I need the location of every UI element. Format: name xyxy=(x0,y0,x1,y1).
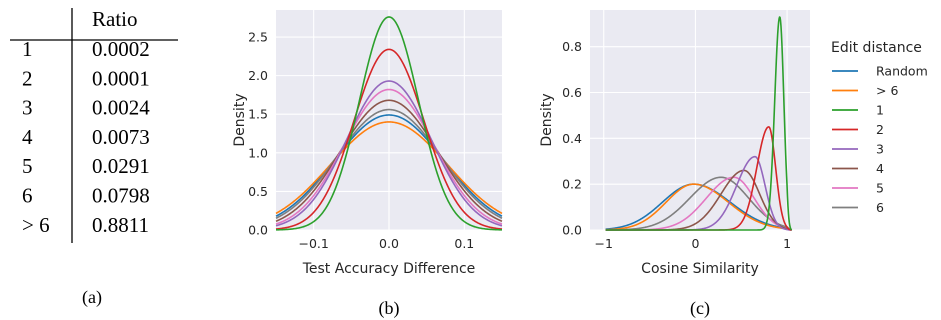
chart-b-kde-line xyxy=(275,114,503,217)
chart-c-kde-line xyxy=(605,176,792,231)
chart-b: −0.1 0.0 0.1 0.0 0.5 1.0 1.5 2.0 2.5 Test Accura… xyxy=(232,10,503,319)
chart-b-ytick-label: 1.0 xyxy=(248,145,268,160)
chart-b-xtick-label: 0.0 xyxy=(379,236,399,251)
legend-label: 1 xyxy=(876,103,884,118)
chart-b-kde-line xyxy=(275,48,503,230)
chart-c-ytick-label: 0.0 xyxy=(562,223,582,238)
chart-b-xtick-label: −0.1 xyxy=(298,236,328,251)
chart-c: −1 0 1 0.0 0.2 0.4 0.6 0.8 Cosine Similarity De… xyxy=(539,10,928,319)
table-row-label: 3 xyxy=(22,96,33,120)
table-row-label: 2 xyxy=(22,66,33,90)
table-row-value: 0.0002 xyxy=(92,37,150,61)
legend-label: 4 xyxy=(876,161,884,176)
chart-b-xlabel: Test Accuracy Difference xyxy=(302,261,476,277)
chart-c-ytick-label: 0.6 xyxy=(562,85,582,100)
chart-b-kde-line xyxy=(275,80,503,227)
chart-b-kde-line xyxy=(275,99,503,222)
chart-b-xtick-label: 0.1 xyxy=(454,236,474,251)
chart-b-kde-line xyxy=(275,108,503,219)
chart-b-ytick-label: 2.0 xyxy=(248,68,268,83)
chart-c-ytick-label: 0.4 xyxy=(562,131,582,146)
chart-b-ytick-label: 0.0 xyxy=(248,223,268,238)
table-header-ratio: Ratio xyxy=(92,7,138,31)
table-row-label: 1 xyxy=(22,37,33,61)
chart-b-ylabel: Density xyxy=(232,93,248,146)
ratio-table: Ratio 1 0.0002 2 0.0001 3 0.0024 4 0.0073 5 0.029… xyxy=(10,7,178,308)
table-row-label: 6 xyxy=(22,184,33,208)
legend: Edit distance Random > 6 1 2 3 4 5 6 xyxy=(831,40,928,215)
chart-c-kde-line xyxy=(605,16,793,231)
legend-label: 3 xyxy=(876,142,884,157)
legend-label: 5 xyxy=(876,181,884,196)
chart-b-kde-line xyxy=(275,121,503,215)
chart-b-ytick-label: 2.5 xyxy=(248,30,268,45)
legend-label: Random xyxy=(876,64,928,79)
chart-c-kde-line xyxy=(605,183,792,231)
table-row-value: 0.0291 xyxy=(92,154,150,178)
legend-label: > 6 xyxy=(876,83,898,98)
legend-label: 2 xyxy=(876,122,884,137)
chart-c-ytick-label: 0.8 xyxy=(562,39,582,54)
caption-c: (c) xyxy=(690,298,710,319)
chart-b-ytick-label: 0.5 xyxy=(248,184,268,199)
chart-b-ytick-label: 1.5 xyxy=(248,107,268,122)
caption-b: (b) xyxy=(379,298,400,319)
legend-title: Edit distance xyxy=(831,40,922,56)
table-row-value: 0.8811 xyxy=(92,213,149,237)
table-row-label: 5 xyxy=(22,154,33,178)
table-row-value: 0.0001 xyxy=(92,66,150,90)
table-row-label: 4 xyxy=(22,125,33,149)
chart-c-xtick-label: 1 xyxy=(783,236,791,251)
chart-c-xtick-label: 0 xyxy=(691,236,699,251)
caption-a: (a) xyxy=(82,287,102,308)
table-row-value: 0.0798 xyxy=(92,184,150,208)
table-row-value: 0.0024 xyxy=(92,96,150,120)
chart-c-ytick-label: 0.2 xyxy=(562,177,582,192)
chart-c-ylabel: Density xyxy=(539,93,555,146)
chart-b-kde-line xyxy=(275,16,503,231)
chart-b-kde-line xyxy=(275,88,503,225)
chart-c-xtick-label: −1 xyxy=(595,236,613,251)
table-row-value: 0.0073 xyxy=(92,125,150,149)
chart-c-xlabel: Cosine Similarity xyxy=(641,261,759,277)
table-row-label: > 6 xyxy=(22,213,50,237)
legend-label: 6 xyxy=(876,200,884,215)
